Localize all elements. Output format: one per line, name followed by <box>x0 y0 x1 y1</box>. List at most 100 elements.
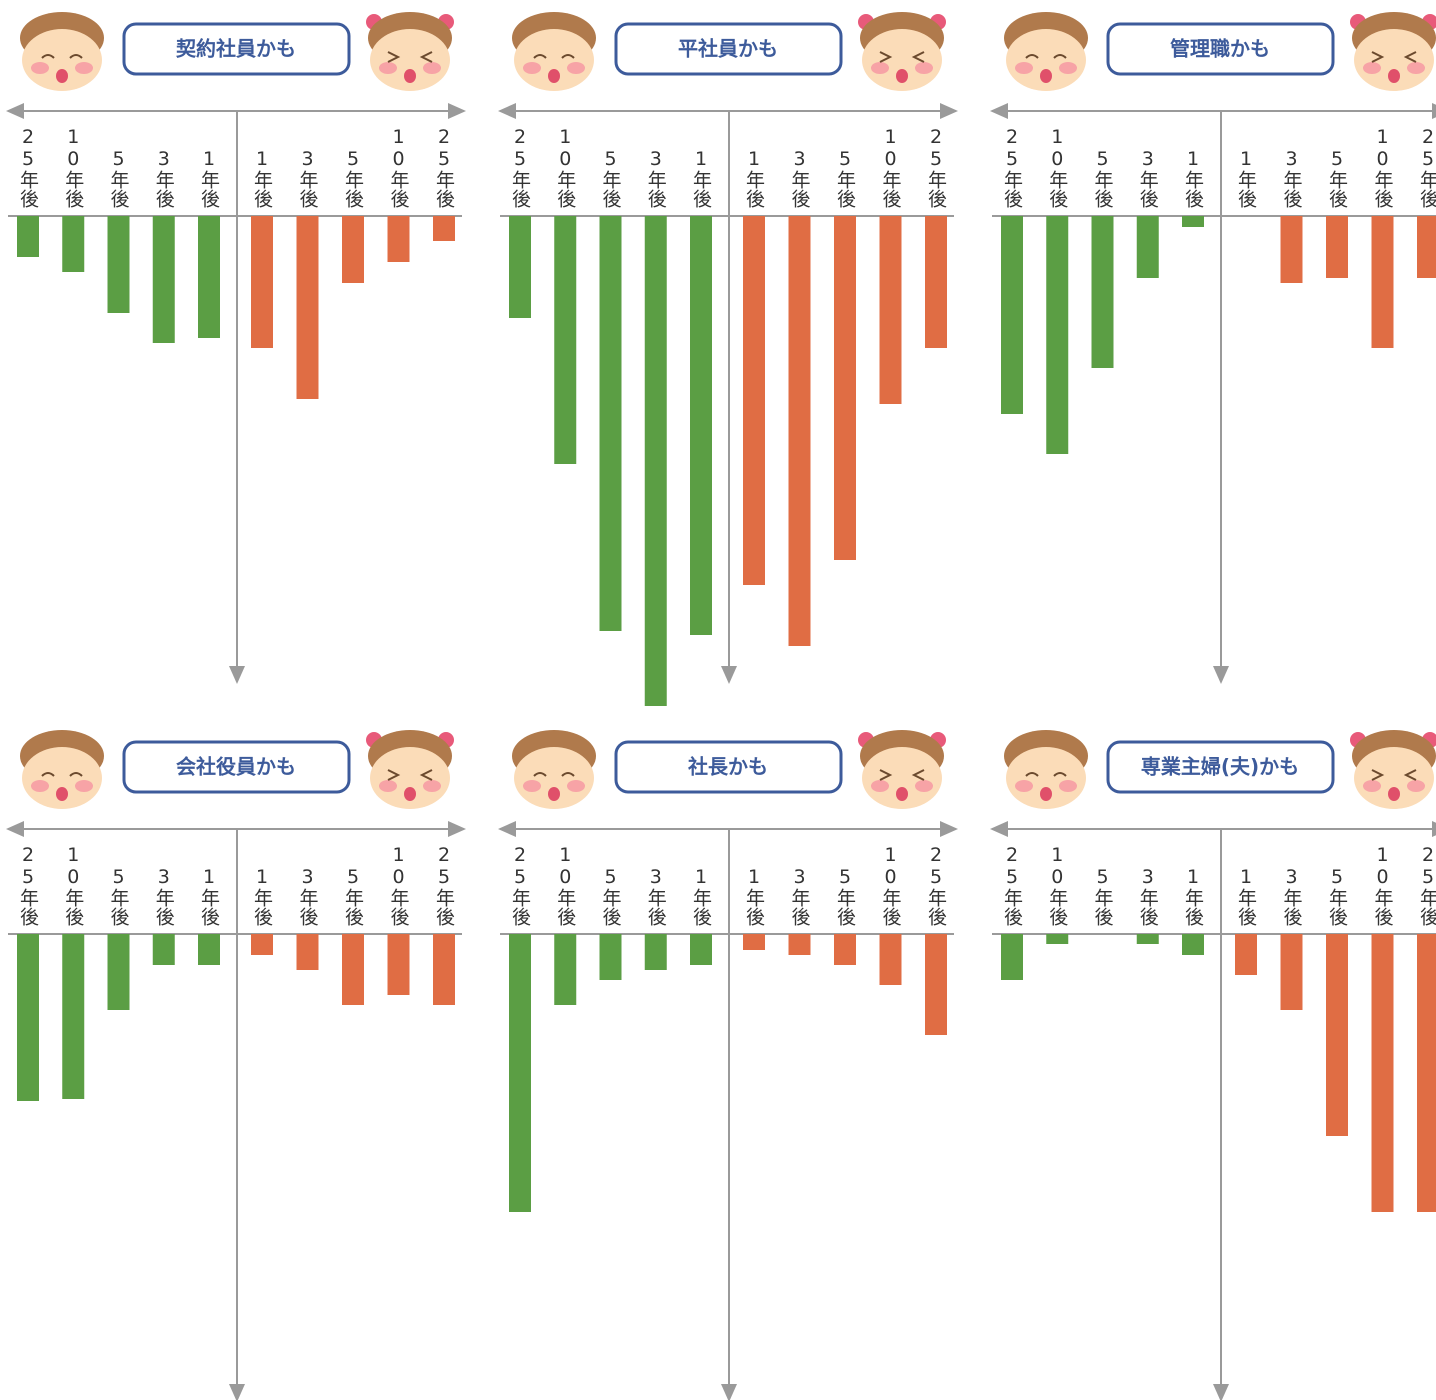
category-label: 3年後 <box>645 866 667 926</box>
eye <box>419 769 433 781</box>
girl-face <box>1347 730 1436 812</box>
category-label: 3年後 <box>789 866 811 926</box>
bar <box>1046 934 1069 944</box>
category-label: 1年後 <box>743 148 765 208</box>
bar <box>599 216 622 631</box>
eye <box>41 772 55 777</box>
bar <box>107 216 130 313</box>
bar <box>834 934 856 965</box>
category-label: 3年後 <box>1137 866 1159 926</box>
category-label: 1年後 <box>251 866 273 926</box>
skin <box>862 747 942 809</box>
skin <box>1354 29 1434 91</box>
arrow-head <box>229 666 245 684</box>
boy-face <box>15 730 109 812</box>
arrow-head <box>229 1384 245 1400</box>
category-label: 3年後 <box>297 148 319 208</box>
category-label: 10年後 <box>554 126 576 208</box>
bar <box>62 216 85 272</box>
cheek <box>567 780 585 792</box>
category-label: 25年後 <box>509 844 531 926</box>
cheek <box>1059 62 1077 74</box>
eye <box>1403 769 1417 781</box>
eye <box>1371 769 1385 781</box>
eye <box>1371 51 1385 63</box>
category-label: 10年後 <box>554 844 576 926</box>
category-label: 3年後 <box>297 866 319 926</box>
eye <box>533 54 547 59</box>
mouth <box>548 787 560 801</box>
bar <box>1280 934 1303 1010</box>
category-label: 5年後 <box>342 866 364 926</box>
bar <box>554 216 577 464</box>
bar <box>879 934 902 985</box>
category-label: 10年後 <box>1372 844 1394 926</box>
category-label: 1年後 <box>743 866 765 926</box>
bar <box>644 934 667 970</box>
bar <box>387 216 410 262</box>
title-box <box>122 22 351 76</box>
mouth <box>896 69 908 83</box>
category-label: 10年後 <box>880 844 902 926</box>
bar <box>1326 934 1348 1136</box>
bar <box>433 216 455 241</box>
skin <box>514 29 594 91</box>
category-label: 10年後 <box>62 844 84 926</box>
bar <box>834 216 856 560</box>
bar <box>62 934 85 1099</box>
category-label: 25年後 <box>509 126 531 208</box>
bar <box>1091 216 1114 368</box>
arrow-head <box>721 666 737 684</box>
mouth <box>1040 69 1052 83</box>
category-label: 1年後 <box>1235 866 1257 926</box>
bar <box>251 216 273 348</box>
bar <box>554 934 577 1005</box>
category-label: 1年後 <box>198 148 220 208</box>
category-label: 25年後 <box>17 126 39 208</box>
chart-title: 管理職かも <box>1170 37 1270 61</box>
girl-face <box>855 12 949 94</box>
eye <box>69 772 83 777</box>
chart-title: 専業主婦(夫)かも <box>1141 755 1299 779</box>
category-label: 25年後 <box>925 126 947 208</box>
category-label: 3年後 <box>789 148 811 208</box>
skin <box>1354 747 1434 809</box>
category-label: 10年後 <box>62 126 84 208</box>
category-label: 25年後 <box>1001 126 1023 208</box>
bar <box>198 934 220 965</box>
bar <box>198 216 220 338</box>
bar <box>1235 934 1257 975</box>
eye <box>879 51 893 63</box>
cheek <box>1363 62 1381 74</box>
mouth <box>1388 787 1400 801</box>
cheek <box>1407 62 1425 74</box>
arrow-head <box>721 1384 737 1400</box>
bar <box>788 934 811 955</box>
bar <box>1371 934 1394 1212</box>
category-label: 10年後 <box>1046 126 1068 208</box>
category-label: 1年後 <box>690 148 712 208</box>
bar <box>1182 934 1204 955</box>
category-label: 5年後 <box>1326 148 1348 208</box>
cheek <box>75 780 93 792</box>
category-label: 3年後 <box>1281 148 1303 208</box>
category-label: 5年後 <box>342 148 364 208</box>
mouth <box>896 787 908 801</box>
cheek <box>31 780 49 792</box>
bar <box>251 934 273 955</box>
eye <box>533 772 547 777</box>
skin <box>1006 29 1086 91</box>
category-label: 3年後 <box>1137 148 1159 208</box>
chart-title: 会社役員かも <box>176 755 296 779</box>
bar <box>743 934 765 950</box>
cheek <box>423 62 441 74</box>
category-label: 25年後 <box>1417 844 1436 926</box>
bar <box>1417 216 1436 278</box>
bar <box>509 216 531 318</box>
eye <box>387 769 401 781</box>
mouth <box>404 69 416 83</box>
eye <box>1403 51 1417 63</box>
girl-face <box>363 730 457 812</box>
boy-face <box>999 730 1093 812</box>
bar <box>743 216 765 585</box>
